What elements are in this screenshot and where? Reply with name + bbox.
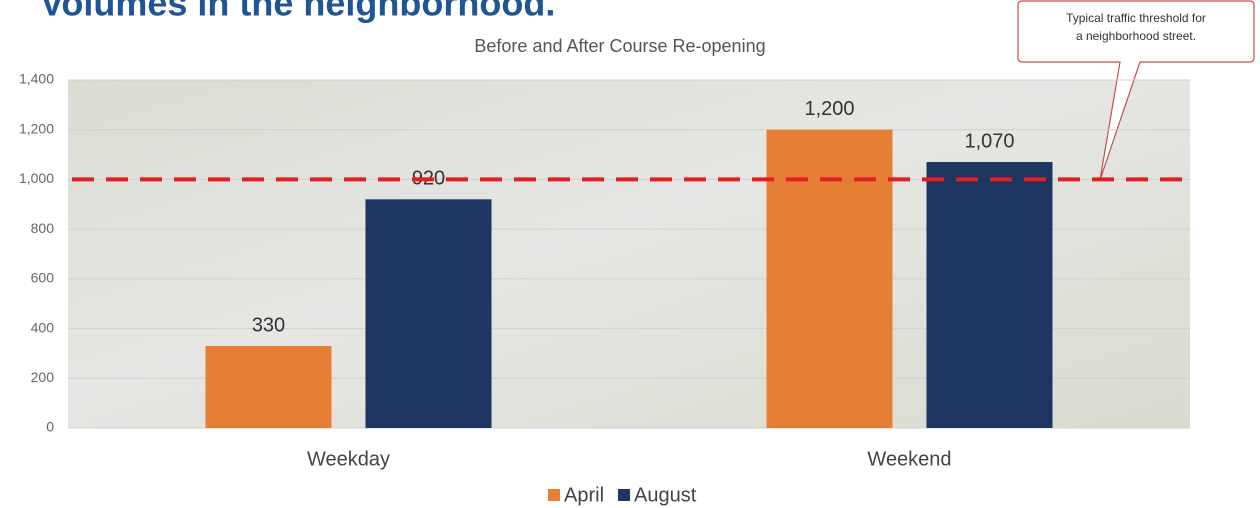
y-tick-label: 1,200 xyxy=(19,120,54,136)
callout-text: a neighborhood street. xyxy=(1076,29,1196,43)
value-label: 1,070 xyxy=(964,130,1014,152)
y-tick-label: 0 xyxy=(46,419,54,435)
chart-subtitle: Before and After Course Re-opening xyxy=(474,36,765,56)
y-tick-label: 800 xyxy=(31,220,55,236)
callout-text: Typical traffic threshold for xyxy=(1066,11,1206,25)
y-tick-label: 200 xyxy=(31,369,55,385)
y-tick-label: 600 xyxy=(31,270,55,286)
legend-label: April xyxy=(564,484,604,506)
page: Volumes in the neighborhood. Before and … xyxy=(0,0,1260,508)
legend-swatch xyxy=(548,489,560,501)
bar xyxy=(767,130,893,428)
chart: Volumes in the neighborhood. Before and … xyxy=(0,0,1260,508)
value-label: 1,200 xyxy=(804,98,854,120)
legend-swatch xyxy=(618,489,630,501)
chart-title: Volumes in the neighborhood. xyxy=(40,0,555,24)
y-tick-label: 400 xyxy=(31,319,55,335)
y-tick-label: 1,400 xyxy=(19,71,54,87)
bar xyxy=(927,162,1053,428)
legend-label: August xyxy=(634,484,697,506)
x-tick-label: Weekend xyxy=(867,448,951,470)
bar xyxy=(366,199,492,428)
x-tick-label: Weekday xyxy=(307,448,390,470)
bar xyxy=(206,346,332,428)
y-tick-label: 1,000 xyxy=(19,170,54,186)
value-label: 330 xyxy=(252,314,285,336)
